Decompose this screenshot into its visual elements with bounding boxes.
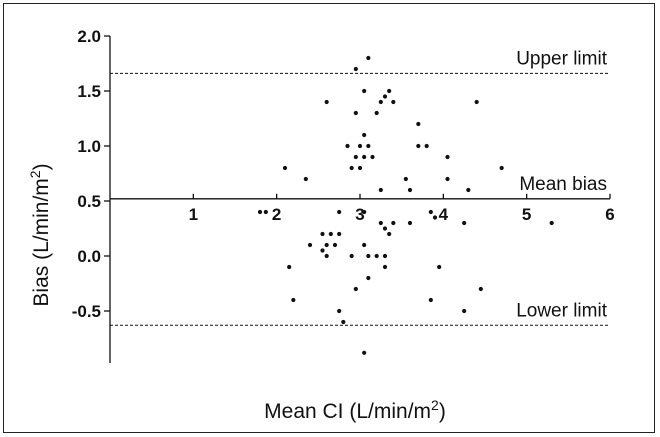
chart-frame xyxy=(3,3,655,433)
data-point xyxy=(257,209,263,215)
data-point xyxy=(374,110,379,116)
mean-bias-label: Mean bias xyxy=(519,174,607,195)
data-point xyxy=(328,231,333,237)
y-axis-title: Bias (L/min/m2) xyxy=(27,163,53,306)
x-tick-label: 1 xyxy=(189,205,198,224)
data-point xyxy=(437,264,442,270)
y-tick-label: 1.0 xyxy=(77,137,101,156)
data-point xyxy=(362,209,367,215)
data-point xyxy=(382,94,388,99)
data-point xyxy=(382,253,388,259)
data-point xyxy=(337,231,342,237)
data-point xyxy=(478,286,483,292)
data-point xyxy=(362,242,367,248)
data-point xyxy=(287,264,292,270)
data-point xyxy=(341,319,346,325)
data-point xyxy=(462,308,467,314)
data-point xyxy=(462,220,467,226)
y-tick-label: 0.0 xyxy=(77,247,101,266)
data-point xyxy=(303,176,308,182)
data-point xyxy=(362,132,367,138)
y-tick-labels: 2.0 1.5 1.0 0.5 0.0 -0.5 xyxy=(72,27,101,321)
x-tick-label: 6 xyxy=(605,205,614,224)
data-point xyxy=(416,143,421,149)
data-point xyxy=(403,176,408,182)
data-point xyxy=(337,209,342,215)
data-point xyxy=(353,154,358,160)
axes xyxy=(104,35,611,363)
data-point xyxy=(349,253,354,259)
data-point xyxy=(432,215,438,220)
data-point xyxy=(445,176,450,182)
data-point xyxy=(307,242,313,248)
data-point xyxy=(391,99,396,105)
data-point xyxy=(353,66,358,72)
data-point xyxy=(353,110,358,116)
lower-limit-label: Lower limit xyxy=(516,300,608,321)
data-point xyxy=(391,220,396,226)
data-point xyxy=(474,99,479,105)
data-point xyxy=(370,154,375,160)
data-point xyxy=(549,220,554,226)
data-point xyxy=(407,187,413,193)
y-tick-label: 1.5 xyxy=(77,82,101,101)
data-point xyxy=(499,165,504,171)
data-point xyxy=(320,231,325,237)
data-point xyxy=(407,220,413,226)
data-point xyxy=(324,99,329,105)
data-point xyxy=(263,209,268,215)
data-point xyxy=(332,242,338,248)
data-point xyxy=(428,297,433,303)
data-point xyxy=(357,165,363,171)
data-point xyxy=(424,143,429,149)
data-point xyxy=(366,143,371,149)
data-point xyxy=(366,253,371,259)
data-point xyxy=(378,99,383,105)
x-tick-labels: 1 2 3 4 5 6 xyxy=(189,205,615,224)
data-point xyxy=(378,220,383,226)
data-point xyxy=(324,242,329,248)
data-point xyxy=(337,308,342,314)
data-point xyxy=(362,88,367,94)
data-point xyxy=(387,231,392,237)
x-axis-title: Mean CI (L/min/m2) xyxy=(264,397,446,423)
data-point xyxy=(345,143,350,149)
x-tick-label: 5 xyxy=(522,205,531,224)
y-tick-label: 0.5 xyxy=(77,192,101,211)
data-point xyxy=(353,286,358,292)
reference-lines xyxy=(110,72,610,326)
x-tick-label: 3 xyxy=(355,205,364,224)
data-point xyxy=(378,187,383,193)
x-tick-label: 2 xyxy=(272,205,281,224)
data-point xyxy=(357,143,363,149)
data-point xyxy=(382,226,388,231)
data-point xyxy=(362,350,367,355)
data-point xyxy=(366,55,371,61)
data-point xyxy=(362,154,367,160)
data-point xyxy=(349,165,354,171)
data-point xyxy=(291,297,296,303)
reference-line-labels: Upper limit Mean bias Lower limit xyxy=(516,48,608,321)
data-point xyxy=(366,275,371,281)
data-point xyxy=(416,121,421,127)
data-point xyxy=(374,253,379,259)
data-point xyxy=(382,264,388,270)
data-point xyxy=(387,88,392,94)
x-tick-label: 4 xyxy=(439,205,449,224)
data-point xyxy=(466,187,471,193)
data-point xyxy=(282,165,288,171)
upper-limit-label: Upper limit xyxy=(516,48,608,69)
data-point xyxy=(320,248,325,253)
data-point xyxy=(324,253,329,259)
data-point xyxy=(428,209,433,215)
data-point xyxy=(445,154,450,160)
y-tick-label: -0.5 xyxy=(72,302,101,321)
y-tick-label: 2.0 xyxy=(77,27,101,46)
data-points xyxy=(257,55,554,355)
